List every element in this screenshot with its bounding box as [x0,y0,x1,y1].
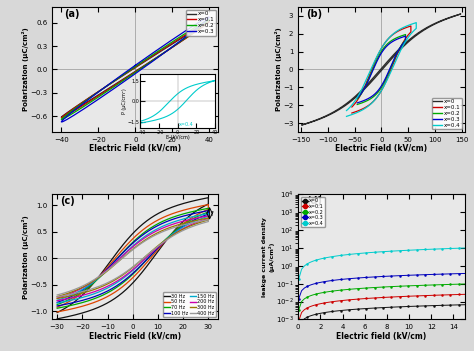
Y-axis label: Polarization (μC/cm²): Polarization (μC/cm²) [22,215,29,299]
X-axis label: Electric Field (kV/cm): Electric Field (kV/cm) [89,332,182,341]
Text: (c): (c) [61,197,75,206]
Legend: x=0, x=0.1, x=0.2, x=0.3, x=0.4: x=0, x=0.1, x=0.2, x=0.3, x=0.4 [301,197,325,227]
Y-axis label: Polarization (μC/cm²): Polarization (μC/cm²) [22,28,29,111]
Text: (a): (a) [64,9,79,19]
Legend: x=0, x=0.1, x=0.2, x=0.3: x=0, x=0.1, x=0.2, x=0.3 [186,10,216,36]
Legend: x=0, x=0.1, x=0.2, x=0.3, x=0.4: x=0, x=0.1, x=0.2, x=0.3, x=0.4 [432,98,462,129]
Text: (b): (b) [307,9,323,19]
X-axis label: Electric Field (kV/cm): Electric Field (kV/cm) [335,144,428,153]
X-axis label: Electric Field (kV/cm): Electric Field (kV/cm) [89,144,182,153]
Text: f: f [211,211,213,217]
Y-axis label: Polarization (μC/cm²): Polarization (μC/cm²) [274,28,282,111]
X-axis label: Electric field (kV/cm): Electric field (kV/cm) [336,332,427,341]
Y-axis label: leakge current density
(μA/cm²): leakge current density (μA/cm²) [262,217,274,297]
Text: (d): (d) [307,197,322,206]
Legend: 30 Hz, 50 Hz, 70 Hz, 100 Hz, 150 Hz, 200 Hz, 300 Hz, 400 Hz: 30 Hz, 50 Hz, 70 Hz, 100 Hz, 150 Hz, 200… [163,292,216,317]
